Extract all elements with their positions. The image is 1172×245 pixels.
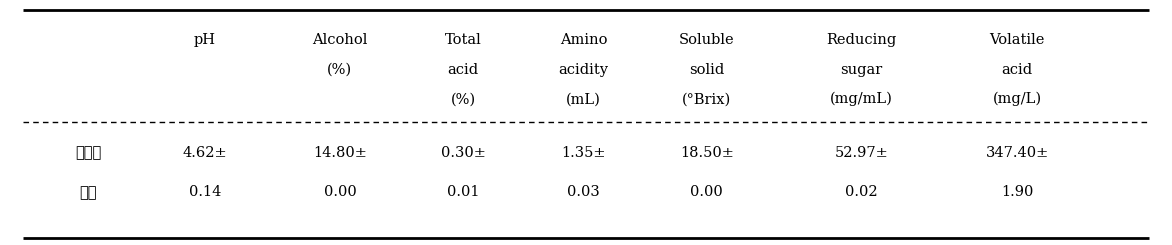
- Text: 효소제: 효소제: [75, 146, 101, 161]
- Text: 0.02: 0.02: [845, 185, 878, 199]
- Text: 0.01: 0.01: [447, 185, 479, 199]
- Text: (mL): (mL): [566, 92, 601, 106]
- Text: acid: acid: [1002, 63, 1033, 77]
- Text: 0.30±: 0.30±: [441, 146, 485, 160]
- Text: (mg/L): (mg/L): [993, 92, 1042, 106]
- Text: 1.90: 1.90: [1001, 185, 1034, 199]
- Text: (°Brix): (°Brix): [682, 92, 731, 106]
- Text: 52.97±: 52.97±: [834, 146, 888, 160]
- Text: sugar: sugar: [840, 63, 883, 77]
- Text: 0.14: 0.14: [189, 185, 222, 199]
- Text: Alcohol: Alcohol: [312, 33, 368, 48]
- Text: Volatile: Volatile: [989, 33, 1045, 48]
- Text: 4.62±: 4.62±: [183, 146, 227, 160]
- Text: 0.00: 0.00: [690, 185, 723, 199]
- Text: 18.50±: 18.50±: [680, 146, 734, 160]
- Text: 14.80±: 14.80±: [313, 146, 367, 160]
- Text: 0.00: 0.00: [323, 185, 356, 199]
- Text: (mg/mL): (mg/mL): [830, 92, 893, 106]
- Text: 약주: 약주: [80, 185, 96, 200]
- Text: acidity: acidity: [559, 63, 608, 77]
- Text: 347.40±: 347.40±: [986, 146, 1049, 160]
- Text: pH: pH: [195, 33, 216, 48]
- Text: Reducing: Reducing: [826, 33, 897, 48]
- Text: 1.35±: 1.35±: [561, 146, 606, 160]
- Text: Amino: Amino: [560, 33, 607, 48]
- Text: Soluble: Soluble: [679, 33, 735, 48]
- Text: acid: acid: [448, 63, 478, 77]
- Text: (%): (%): [327, 63, 353, 77]
- Text: solid: solid: [689, 63, 724, 77]
- Text: (%): (%): [450, 92, 476, 106]
- Text: 0.03: 0.03: [567, 185, 600, 199]
- Text: Total: Total: [444, 33, 482, 48]
